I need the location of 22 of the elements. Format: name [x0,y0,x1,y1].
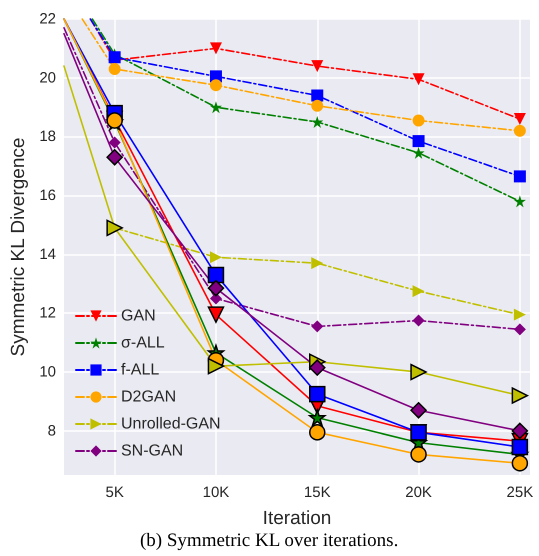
y-tick-label: 14 [39,246,56,263]
x-tick-label: 20K [405,484,432,501]
y-tick-label: 12 [39,304,56,322]
text: (b) Symmetric KL over iterations. [140,530,398,551]
y-tick-label: 20 [39,69,56,86]
y-tick-label: 18 [39,128,56,146]
x-tick-label: 10K [202,484,230,501]
y-axis-title: Symmetric KL Divergence [8,138,29,356]
x-axis-title: Iteration [262,508,332,529]
legend-label: f-ALL [121,362,160,378]
y-tick-label: 16 [39,187,56,204]
legend-label: Unrolled-GAN [121,416,221,432]
legend-label: σ-ALL [121,334,165,352]
x-tick-label: 25K [506,484,534,501]
y-tick-label: 8 [48,422,56,440]
y-tick-label: 22 [39,10,56,28]
legend-label: GAN [121,308,156,324]
x-tick-label: 15K [304,484,331,501]
y-tick-label: 10 [39,364,56,381]
legend-label: D2GAN [121,388,176,406]
x-tick-label: 5K [105,484,124,501]
legend-label: SN-GAN [121,442,184,460]
